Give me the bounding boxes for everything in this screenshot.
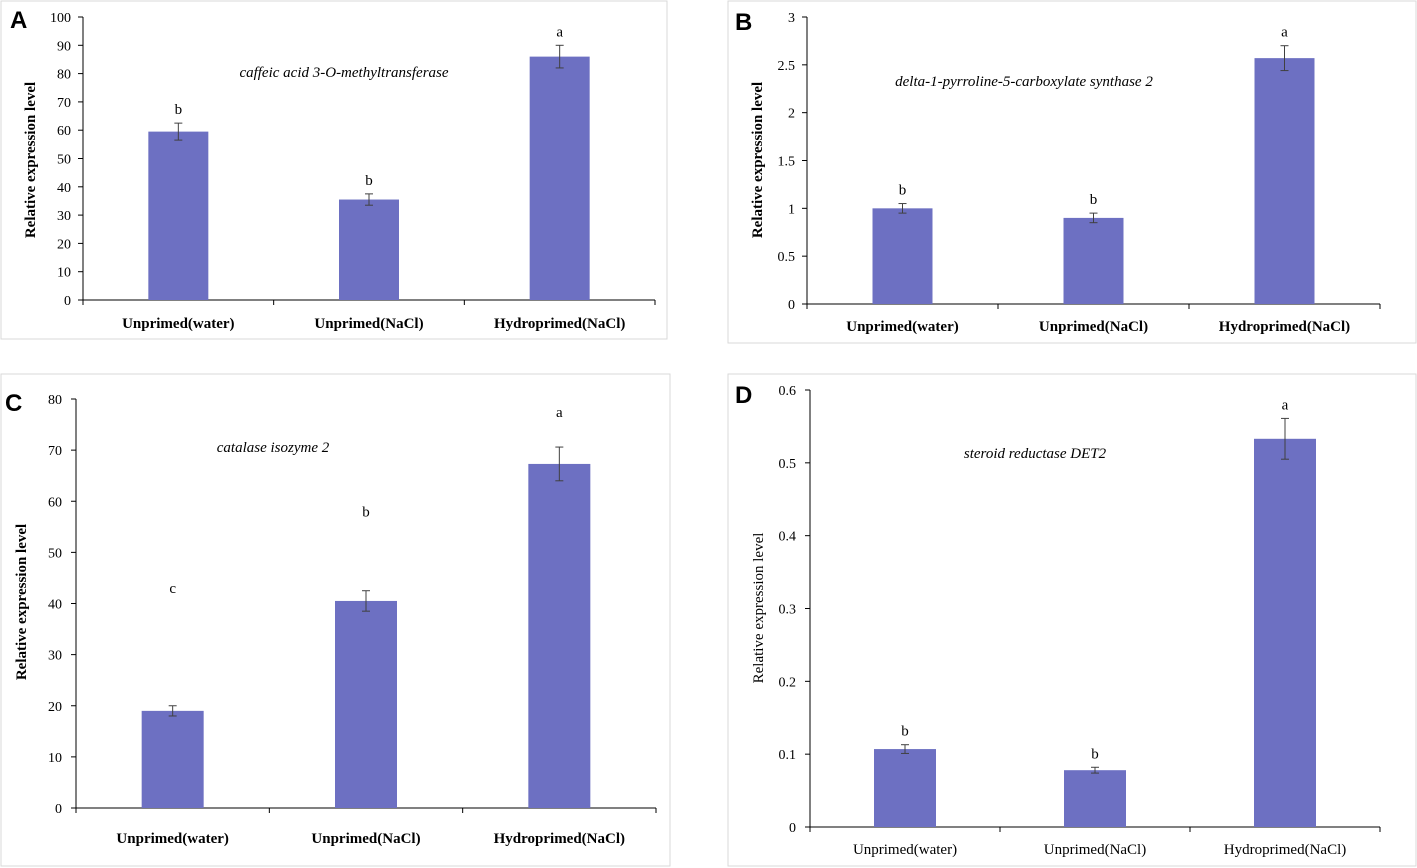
panel-d: D Relative expression level steroid redu… bbox=[727, 373, 1417, 867]
panel-c-category-label: Unprimed(NaCl) bbox=[311, 831, 420, 847]
panel-b-y-axis-label: Relative expression level bbox=[750, 82, 766, 238]
panel-b-category-label: Hydroprimed(NaCl) bbox=[1219, 319, 1350, 335]
panel-a-category-label: Unprimed(NaCl) bbox=[314, 316, 423, 332]
panel-d-y-tick-label: 0.1 bbox=[779, 748, 797, 763]
panel-a-y-tick-label: 0 bbox=[64, 294, 71, 309]
panel-b-category-label: Unprimed(NaCl) bbox=[1039, 319, 1148, 335]
panel-b-y-tick-label: 3 bbox=[788, 11, 795, 26]
panel-b-plot: 0 0.5 1 1.5 2 2.5 3 b Unprimed(water) b Unprimed(N… bbox=[778, 11, 1381, 335]
panel-a-plot: 0 10 20 30 40 50 60 70 80 90 100 b Unprimed(water) b U… bbox=[50, 11, 656, 332]
panel-d-gene-title: steroid reductase DET2 bbox=[964, 446, 1107, 462]
panel-b-y-tick-label: 0.5 bbox=[778, 250, 796, 265]
panel-a-y-tick-label: 10 bbox=[57, 266, 71, 281]
panel-a-y-tick-label: 60 bbox=[57, 124, 71, 139]
panel-c-y-tick-label: 40 bbox=[48, 598, 62, 613]
panel-d-significance-letter: a bbox=[1282, 397, 1289, 413]
panel-b-y-tick-label: 2 bbox=[788, 107, 795, 122]
panel-c-y-tick-label: 80 bbox=[48, 393, 62, 408]
panel-b-y-tick-label: 2.5 bbox=[778, 59, 796, 74]
panel-a-y-tick-label: 30 bbox=[57, 209, 71, 224]
panel-c-y-axis-label: Relative expression level bbox=[14, 524, 30, 680]
panel-c-bar bbox=[141, 710, 204, 808]
panel-a-bar bbox=[529, 56, 590, 301]
panel-c-plot: 0 10 20 30 40 50 60 70 80 c Unprimed(water) b Unprim… bbox=[48, 393, 657, 847]
panel-a-category-label: Unprimed(water) bbox=[122, 316, 234, 332]
panel-a-y-tick-label: 80 bbox=[57, 68, 71, 83]
panel-c-letter: C bbox=[5, 390, 22, 417]
panel-a-y-axis-label: Relative expression level bbox=[23, 82, 39, 238]
panel-c-bar bbox=[528, 463, 591, 808]
panel-d-y-tick-label: 0.3 bbox=[779, 603, 797, 618]
panel-b-letter: B bbox=[735, 9, 752, 36]
panel-a-y-tick-label: 40 bbox=[57, 181, 71, 196]
panel-d-significance-letter: b bbox=[1091, 746, 1099, 762]
panel-c-category-label: Unprimed(water) bbox=[116, 831, 228, 847]
panel-b-bar bbox=[1063, 217, 1124, 304]
panel-d-bar bbox=[1064, 770, 1126, 827]
panel-b-category-label: Unprimed(water) bbox=[846, 319, 958, 335]
panel-c-y-tick-label: 30 bbox=[48, 649, 62, 664]
panel-c-y-tick-label: 50 bbox=[48, 546, 62, 561]
panel-d-significance-letter: b bbox=[901, 724, 909, 740]
panel-b-significance-letter: b bbox=[1090, 192, 1098, 208]
panel-a-category-label: Hydroprimed(NaCl) bbox=[494, 316, 625, 332]
panel-d-category-label: Unprimed(NaCl) bbox=[1044, 842, 1146, 858]
panel-d-y-tick-label: 0.6 bbox=[779, 384, 797, 399]
panel-b-significance-letter: b bbox=[899, 183, 907, 199]
panel-a-y-tick-label: 100 bbox=[50, 11, 71, 26]
panel-a-gene-title: caffeic acid 3-O-methyltransferase bbox=[239, 65, 448, 81]
panel-b-y-tick-label: 0 bbox=[788, 298, 795, 313]
panel-c-gene-title: catalase isozyme 2 bbox=[217, 440, 330, 456]
panel-d-category-label: Hydroprimed(NaCl) bbox=[1224, 842, 1346, 858]
panel-a-bar bbox=[339, 199, 399, 300]
panel-b-y-tick-label: 1.5 bbox=[778, 155, 796, 170]
panel-d-letter: D bbox=[735, 382, 752, 409]
panel-a-y-tick-label: 70 bbox=[57, 96, 71, 111]
panel-a: A Relative expression level caffeic acid… bbox=[0, 0, 668, 340]
panel-c-y-tick-label: 0 bbox=[55, 802, 62, 817]
panel-d-plot: 0 0.1 0.2 0.3 0.4 0.5 0.6 b Unprimed(water) b Unpr… bbox=[779, 384, 1381, 858]
panel-b-significance-letter: a bbox=[1281, 25, 1288, 41]
panel-c-category-label: Hydroprimed(NaCl) bbox=[494, 831, 625, 847]
panel-a-y-tick-label: 50 bbox=[57, 153, 71, 168]
panel-a-letter: A bbox=[10, 7, 27, 34]
panel-d-bar bbox=[1254, 438, 1316, 827]
panel-d-y-tick-label: 0 bbox=[789, 821, 796, 836]
panel-a-significance-letter: b bbox=[365, 173, 373, 189]
panel-a-y-tick-label: 90 bbox=[57, 39, 71, 54]
panel-c-significance-letter: a bbox=[556, 405, 563, 421]
panel-d-bar bbox=[874, 749, 936, 827]
panel-c-y-tick-label: 60 bbox=[48, 495, 62, 510]
panel-a-significance-letter: b bbox=[175, 102, 183, 118]
panel-b-y-tick-label: 1 bbox=[788, 202, 795, 217]
panel-c-bar bbox=[335, 600, 397, 808]
panel-c-y-tick-label: 20 bbox=[48, 700, 62, 715]
panel-d-y-tick-label: 0.2 bbox=[779, 675, 797, 690]
panel-c: C Relative expression level catalase iso… bbox=[0, 373, 671, 867]
panel-c-significance-letter: c bbox=[169, 581, 176, 597]
panel-d-category-label: Unprimed(water) bbox=[853, 842, 957, 858]
panel-d-y-tick-label: 0.4 bbox=[779, 530, 797, 545]
panel-b-bar bbox=[872, 208, 933, 304]
panel-a-significance-letter: a bbox=[556, 24, 563, 40]
panel-a-bar bbox=[148, 131, 209, 300]
panel-a-y-tick-label: 20 bbox=[57, 237, 71, 252]
panel-b-bar bbox=[1254, 58, 1315, 305]
panel-c-y-tick-label: 10 bbox=[48, 751, 62, 766]
panel-c-significance-letter: b bbox=[362, 504, 370, 520]
panel-d-y-tick-label: 0.5 bbox=[779, 457, 797, 472]
panel-c-y-tick-label: 70 bbox=[48, 444, 62, 459]
panel-d-y-axis-label: Relative expression level bbox=[751, 533, 767, 684]
panel-b-gene-title: delta-1-pyrroline-5-carboxylate synthase… bbox=[895, 74, 1153, 90]
panel-b: B Relative expression level delta-1-pyrr… bbox=[727, 0, 1417, 344]
